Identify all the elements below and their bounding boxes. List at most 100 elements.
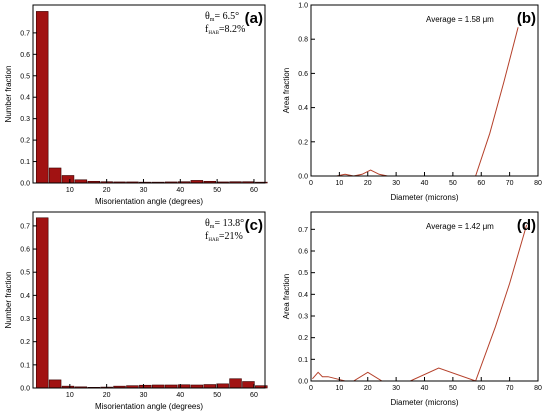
x-tick-label-b-2: 20 <box>364 180 372 187</box>
plot-frame-d <box>310 211 539 382</box>
y-axis-title-d: Area fraction <box>282 274 291 319</box>
annotation-average-d: Average = 1.42 μm <box>426 222 494 231</box>
x-tick-label-b-5: 50 <box>449 180 457 187</box>
y-tick-label-c-1: 0.1 <box>20 362 30 369</box>
x-tick-label-b-8: 80 <box>534 180 542 187</box>
x-tick-label-c-2: 30 <box>140 392 148 399</box>
f-symbol-c: f <box>205 231 209 242</box>
bar-c-16 <box>242 381 255 389</box>
y-tick-label-d-1: 0.1 <box>298 357 308 364</box>
bar-a-2 <box>61 175 75 184</box>
x-tick-label-c-3: 40 <box>176 392 184 399</box>
bar-c-1 <box>48 379 62 389</box>
panel-label-c: (c) <box>245 217 263 234</box>
x-tick-label-c-0: 10 <box>66 392 74 399</box>
annotation-mean-angle-a: θm= 6.5° <box>205 11 239 23</box>
theta-symbol-a: θ <box>205 11 210 22</box>
x-tick-label-d-2: 20 <box>364 385 372 392</box>
panel-c: 10 20 30 40 50 60 0.0 0.1 0.2 0.3 0.4 0.5 0.6 0.7 Miso… <box>4 211 268 411</box>
y-tick-label-b-5: 1.0 <box>298 3 308 10</box>
y-tick-label-b-3: 0.6 <box>298 71 308 78</box>
theta-subscript-a: m <box>210 17 215 23</box>
x-tick-label-b-6: 60 <box>477 180 485 187</box>
x-tick-label-a-3: 40 <box>176 187 184 194</box>
y-tick-label-a-5: 0.5 <box>20 73 30 80</box>
plot-frame-b <box>310 4 539 177</box>
x-tick-label-b-0: 0 <box>309 180 313 187</box>
theta-symbol-c: θ <box>205 218 210 229</box>
y-tick-label-c-6: 0.6 <box>20 247 30 254</box>
bar-c-0 <box>35 217 49 389</box>
x-axis-title-b: Diameter (microns) <box>390 193 458 202</box>
y-tick-label-d-0: 0.0 <box>298 379 308 386</box>
x-tick-label-a-0: 10 <box>66 187 74 194</box>
panel-label-d: (d) <box>517 217 536 234</box>
y-tick-label-a-3: 0.3 <box>20 116 30 123</box>
bar-c-15 <box>229 378 242 389</box>
x-tick-label-a-5: 60 <box>250 187 258 194</box>
x-tick-label-d-3: 30 <box>392 385 400 392</box>
x-tick-label-b-1: 10 <box>335 180 343 187</box>
x-tick-label-b-7: 70 <box>506 180 514 187</box>
mean-angle-value-a: = 6.5° <box>214 11 239 22</box>
y-tick-label-b-2: 0.4 <box>298 105 308 112</box>
bar-a-1 <box>48 167 62 184</box>
x-tick-label-c-1: 20 <box>103 392 111 399</box>
x-tick-label-d-5: 50 <box>449 385 457 392</box>
bar-a-0 <box>35 11 49 184</box>
y-tick-label-c-0: 0.0 <box>20 386 30 393</box>
plot-frame-a <box>32 4 266 184</box>
x-tick-label-d-4: 40 <box>421 385 429 392</box>
series-line-d <box>312 224 528 382</box>
mean-angle-value-c: = 13.8° <box>214 218 244 229</box>
x-tick-label-d-1: 10 <box>335 385 343 392</box>
y-tick-label-d-2: 0.2 <box>298 335 308 342</box>
y-tick-label-a-7: 0.7 <box>20 30 30 37</box>
x-tick-label-a-4: 50 <box>213 187 221 194</box>
y-axis-title-a: Number fraction <box>4 66 13 123</box>
hab-subscript-c: HAB <box>208 238 219 243</box>
y-tick-label-d-4: 0.4 <box>298 292 308 299</box>
y-tick-label-d-5: 0.5 <box>298 270 308 277</box>
x-tick-label-a-2: 30 <box>140 187 148 194</box>
y-tick-label-b-0: 0.0 <box>298 174 308 181</box>
bar-c-13 <box>203 384 216 389</box>
annotation-hab-a: fHAB=8.2% <box>205 24 245 36</box>
plot-frame-c <box>32 211 266 389</box>
y-tick-label-d-6: 0.6 <box>298 249 308 256</box>
y-tick-label-a-2: 0.2 <box>20 138 30 145</box>
x-axis-title-c: Misorientation angle (degrees) <box>95 402 203 411</box>
y-tick-label-a-0: 0.0 <box>20 181 30 188</box>
y-tick-label-b-1: 0.2 <box>298 139 308 146</box>
annotation-average-b: Average = 1.58 μm <box>426 15 494 24</box>
y-tick-label-c-2: 0.2 <box>20 339 30 346</box>
x-tick-label-d-8: 80 <box>534 385 542 392</box>
f-symbol-a: f <box>205 24 209 35</box>
y-tick-label-c-7: 0.7 <box>20 223 30 230</box>
y-tick-label-d-7: 0.7 <box>298 227 308 234</box>
y-tick-label-b-4: 0.8 <box>298 37 308 44</box>
y-tick-label-a-1: 0.1 <box>20 159 30 166</box>
annotation-mean-angle-c: θm= 13.8° <box>205 218 244 230</box>
x-axis-title-a: Misorientation angle (degrees) <box>95 197 203 206</box>
annotation-hab-c: fHAB=21% <box>205 231 243 243</box>
y-tick-label-c-5: 0.5 <box>20 270 30 277</box>
x-tick-label-a-1: 20 <box>103 187 111 194</box>
hab-value-a: =8.2% <box>219 24 245 35</box>
panel-a: 10 20 30 40 50 60 0.0 0.1 0.2 0.3 0.4 0.5 0.6 0.7 Miso… <box>4 4 268 206</box>
x-tick-label-d-7: 70 <box>506 385 514 392</box>
panel-label-a: (a) <box>245 10 263 27</box>
y-tick-label-c-4: 0.4 <box>20 293 30 300</box>
x-tick-label-d-6: 60 <box>477 385 485 392</box>
y-tick-label-d-3: 0.3 <box>298 314 308 321</box>
y-tick-label-a-6: 0.6 <box>20 52 30 59</box>
x-tick-label-b-4: 40 <box>421 180 429 187</box>
x-axis-title-d: Diameter (microns) <box>390 398 458 407</box>
theta-subscript-c: m <box>210 224 215 230</box>
hab-value-c: =21% <box>219 231 243 242</box>
series-line-b <box>313 27 519 177</box>
panel-d: 0 10 20 30 40 50 60 70 80 0.0 0.1 0.2 0.3 0.4 0.5 0.6 0.… <box>282 211 542 407</box>
bar-c-14 <box>216 383 229 389</box>
y-tick-label-c-3: 0.3 <box>20 316 30 323</box>
